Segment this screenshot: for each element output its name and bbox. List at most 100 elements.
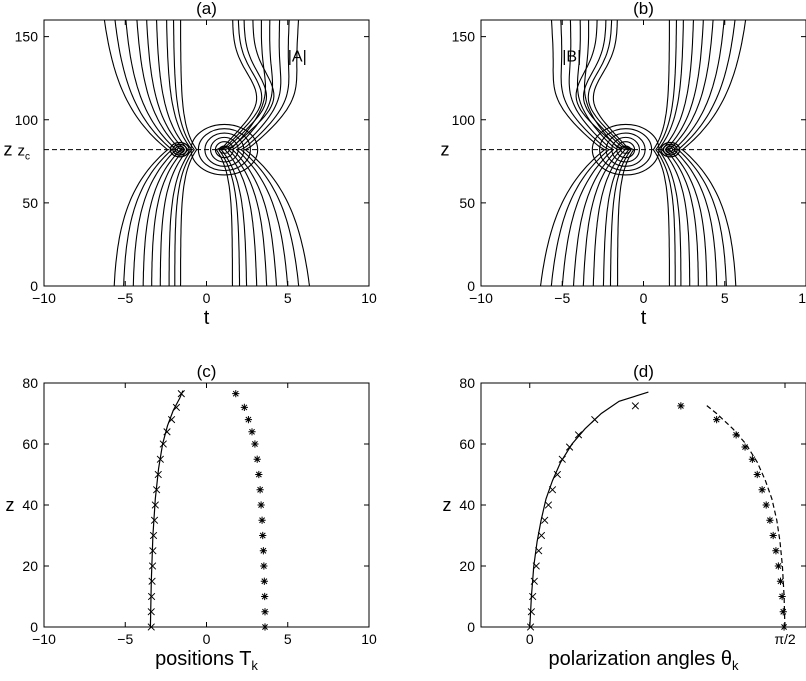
- star-marker: [261, 608, 269, 616]
- axes-frame: [43, 19, 370, 287]
- x-marker: [574, 431, 583, 439]
- panel-title: (b): [633, 0, 654, 18]
- y-axis-label: z: [443, 495, 452, 515]
- contour-line: [240, 20, 300, 286]
- star-marker: [769, 531, 777, 540]
- y-tick-label: 0: [30, 619, 38, 635]
- x-tick-label: 0: [526, 631, 534, 647]
- x-tick-label: −10: [32, 290, 56, 306]
- x-tick-label: 10: [361, 290, 377, 306]
- star-marker: [758, 486, 766, 494]
- panel-title: (d): [633, 362, 654, 381]
- y-tick-label: 20: [459, 558, 475, 574]
- star-marker: [248, 428, 256, 436]
- x-tick-label: 5: [284, 290, 292, 306]
- contour-line: [227, 20, 268, 286]
- y-tick-label: 80: [459, 375, 475, 391]
- y-tick-label: 150: [452, 29, 476, 45]
- theory-solid-line: [529, 391, 649, 628]
- star-marker: [261, 592, 269, 601]
- x-axis-label: t: [204, 307, 210, 329]
- star-marker: [259, 547, 267, 555]
- contour-lines: [539, 20, 747, 286]
- contour-line: [231, 20, 278, 286]
- x-tick-label: −10: [469, 290, 493, 306]
- x-marker: [544, 501, 553, 509]
- y-tick-label: 60: [459, 436, 475, 452]
- star-marker: [748, 455, 756, 463]
- axes-frame: [480, 382, 806, 628]
- y-tick-label: 60: [22, 436, 38, 452]
- x-tick-label: −5: [117, 290, 133, 306]
- star-marker: [260, 577, 268, 585]
- star-marker: [713, 416, 721, 424]
- contour-line: [550, 20, 610, 286]
- x-marker: [553, 470, 562, 479]
- star-marker: [251, 440, 259, 448]
- contour-line: [235, 20, 289, 286]
- star-marker: [753, 470, 761, 479]
- panel-c: (c) −10 −5 0 5 10 0 20 40 60 80 positions Tk z: [6, 362, 377, 673]
- x-tick-label: 0: [203, 631, 211, 647]
- panel-title: (c): [197, 362, 217, 381]
- star-marker: [257, 501, 265, 509]
- zc-label: zc: [18, 143, 31, 163]
- contour-line: [179, 20, 198, 286]
- field-annotation: |A|: [288, 49, 307, 66]
- star-marker: [776, 577, 785, 585]
- y-tick-label: 40: [22, 497, 38, 513]
- x-tick-label: 5: [284, 631, 292, 647]
- y-axis-label: z: [4, 140, 13, 160]
- star-marker: [240, 403, 248, 411]
- x-tick-label: 5: [721, 290, 729, 306]
- star-marker: [259, 531, 267, 540]
- theory-dashed-line: [704, 403, 786, 628]
- x-tick-label: 0: [203, 290, 211, 306]
- y-tick-label: 100: [15, 112, 39, 128]
- y-tick-label: 100: [452, 112, 476, 128]
- x-marker: [148, 562, 157, 570]
- star-marker: [258, 516, 266, 524]
- contour-line: [539, 20, 606, 286]
- y-tick-label: 150: [15, 29, 39, 45]
- x-tick-label: −5: [117, 631, 133, 647]
- star-marker: [772, 547, 780, 555]
- contour-line: [673, 20, 725, 286]
- star-marker: [260, 562, 268, 570]
- star-marker: [762, 501, 770, 509]
- x-marker: [529, 592, 537, 601]
- contour-line: [652, 20, 671, 286]
- panel-d: (d) 0 π/2 0 20 40 60 80 polarization angles θk z: [443, 362, 806, 673]
- contour-line: [657, 20, 684, 286]
- star-marker: [244, 416, 253, 424]
- x-tick-label: −5: [554, 290, 570, 306]
- y-tick-label: 0: [30, 278, 38, 294]
- x-marker: [149, 531, 158, 540]
- contour-line: [166, 20, 193, 286]
- star-marker: [778, 592, 786, 601]
- y-tick-label: 0: [467, 619, 475, 635]
- x-marker: [541, 516, 549, 524]
- star-marker: [774, 562, 782, 570]
- field-annotation: |B|: [562, 49, 581, 66]
- star-marker: [779, 608, 787, 616]
- axes-frame: [43, 382, 370, 628]
- x-tick-label: 0: [640, 290, 648, 306]
- star-marker: [732, 431, 740, 439]
- y-axis-label: z: [441, 140, 450, 160]
- contour-line: [114, 20, 173, 286]
- theory-solid-line: [149, 390, 184, 628]
- x-tick-label: −10: [32, 631, 56, 647]
- contour-line: [125, 20, 177, 286]
- contour-line: [677, 20, 736, 286]
- axes-frame: [480, 19, 806, 287]
- y-tick-label: 0: [467, 278, 475, 294]
- x-marker: [631, 402, 640, 410]
- contour-line: [582, 20, 623, 286]
- x-tick-label: 10: [798, 290, 806, 306]
- contour-line: [572, 20, 619, 286]
- star-marker: [253, 455, 261, 463]
- x-tick-label: π/2: [774, 631, 796, 647]
